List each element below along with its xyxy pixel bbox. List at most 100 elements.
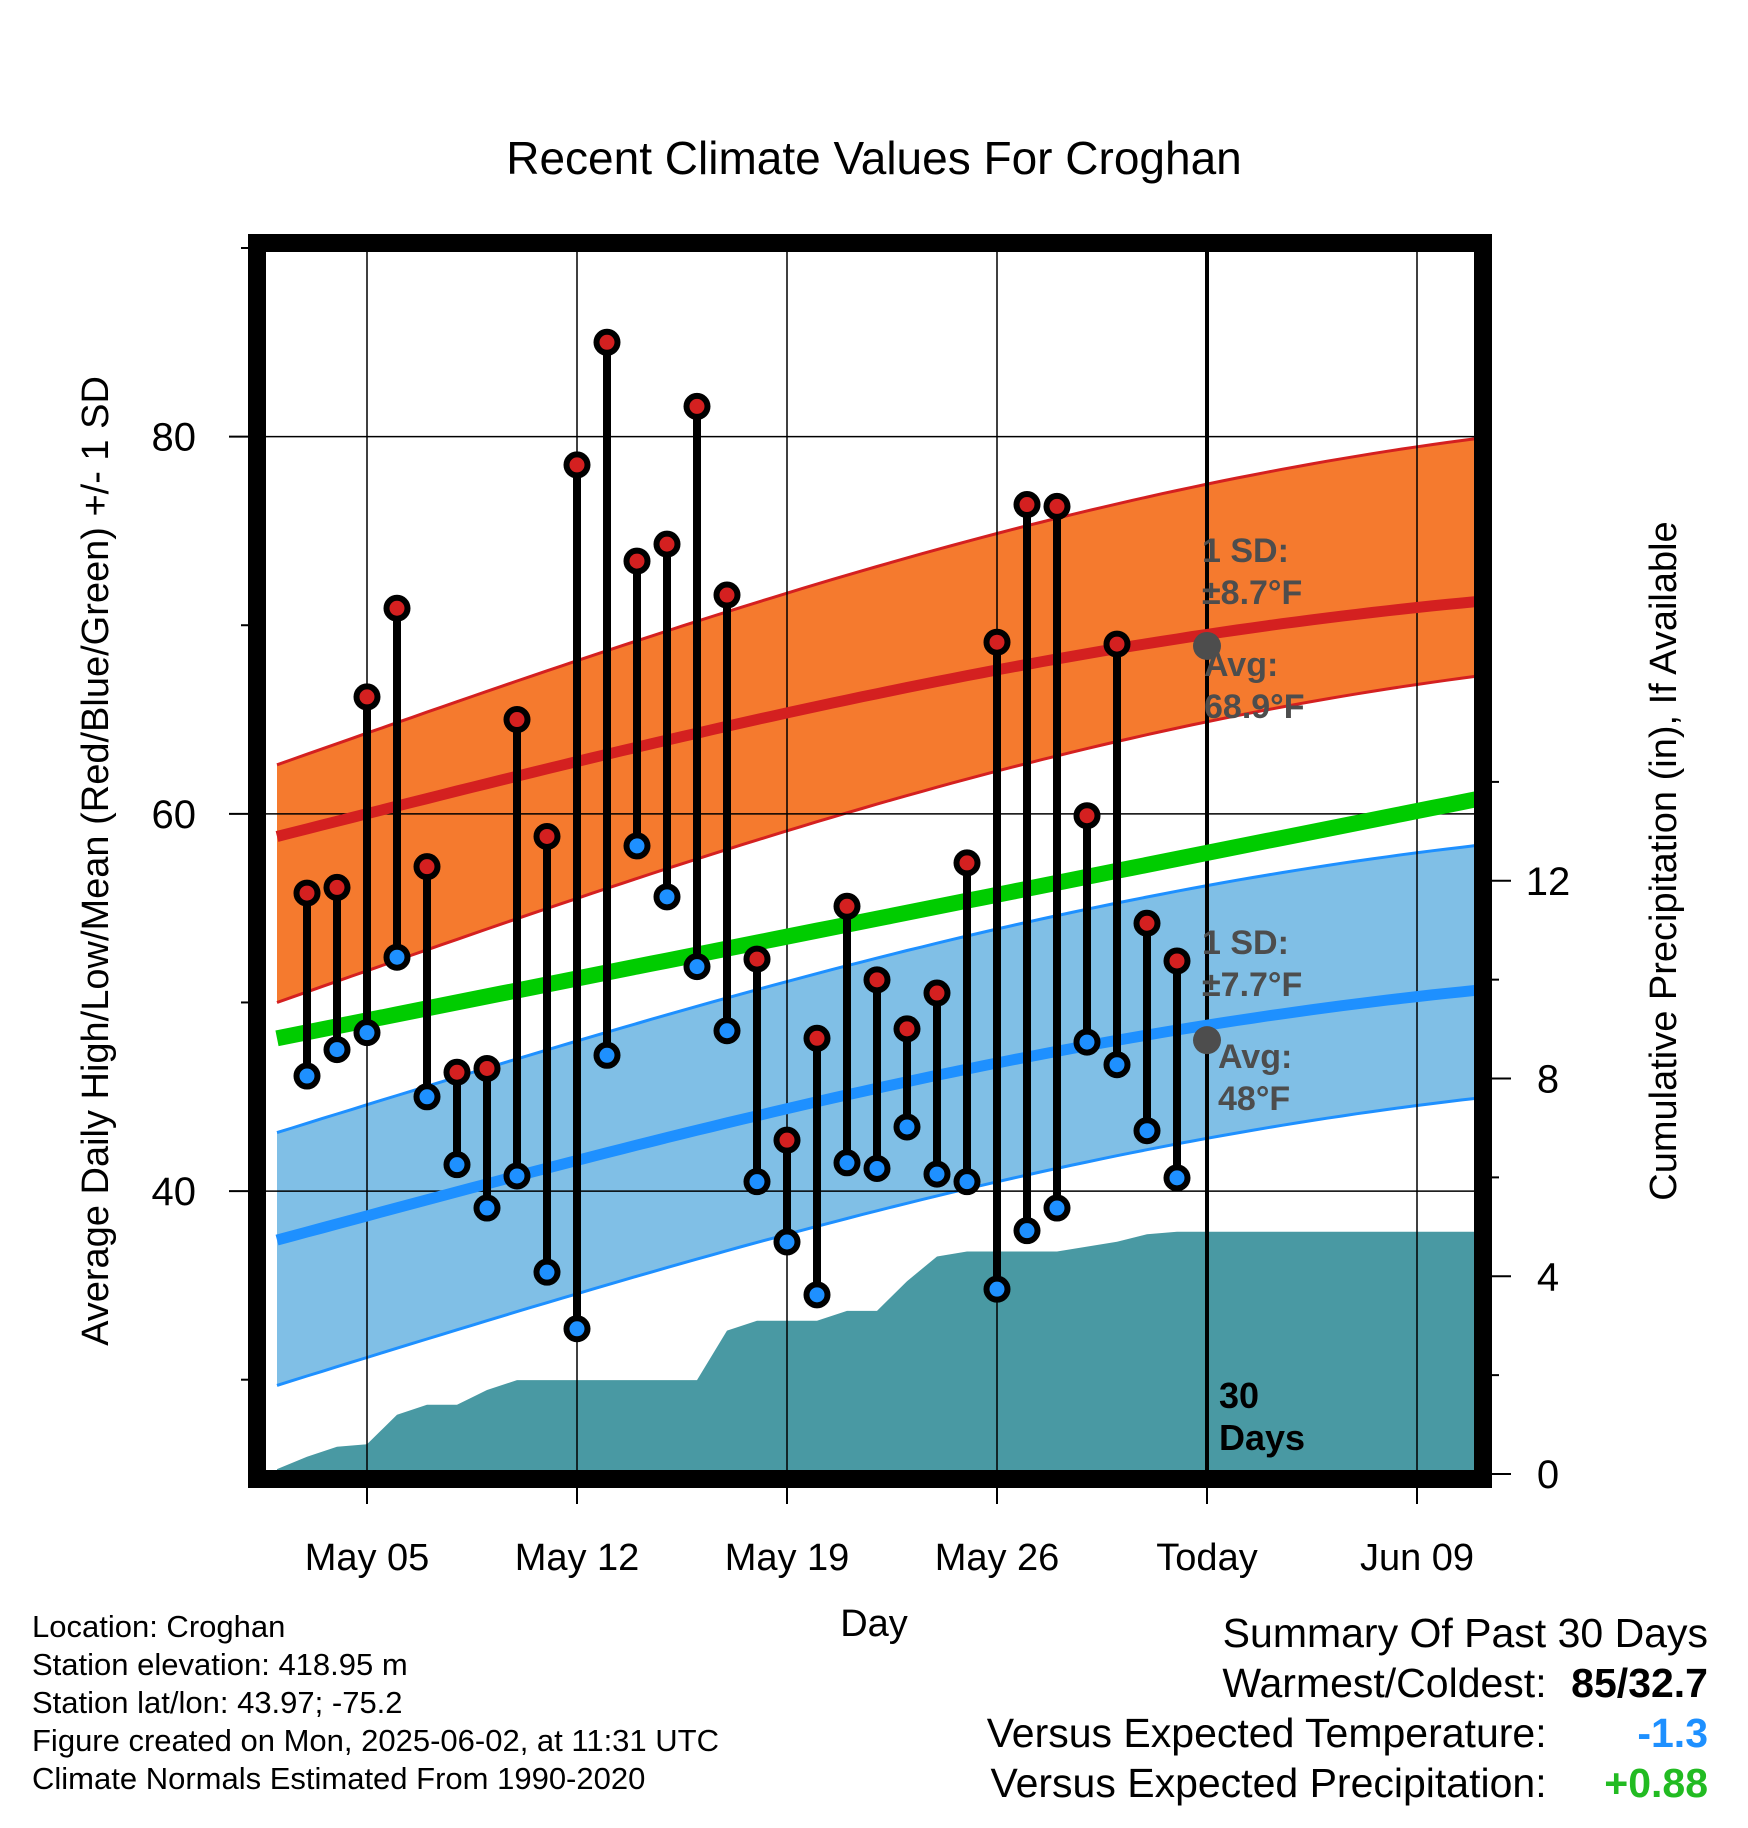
low-normal-line [275,984,1478,1246]
low-temp-point [1043,1194,1071,1222]
low-temp-point [623,832,651,860]
chart-title: Recent Climate Values For Croghan [506,132,1241,184]
low-temp-point [983,1275,1011,1303]
elevation-text: Station elevation: 418.95 m [32,1647,408,1682]
low-temp-point [953,1168,981,1196]
high-sd-upper-edge [276,436,1478,767]
created-text: Figure created on Mon, 2025-06-02, at 11… [32,1723,719,1758]
summary-warm-cold: Warmest/Coldest: 85/32.7 [987,1658,1708,1708]
precip-label: Versus Expected Precipitation: [990,1760,1547,1806]
low-avg-today-marker [1193,1026,1221,1055]
low-temp-point [503,1162,531,1190]
high-temp-point [1103,630,1131,658]
mean-normal-line [275,790,1478,1047]
high-temp-point [383,594,411,622]
high-temp-point [473,1054,501,1082]
low-temp-point [413,1083,441,1111]
high-temp-point [563,451,591,479]
summary-temperature: Versus Expected Temperature: -1.3 [987,1708,1708,1758]
low-temp-point [293,1062,321,1090]
high-sd-lower-edge [276,674,1478,1004]
low-sd-label: 1 SD: ±7.7°F [1202,924,1302,1004]
low-temp-point [1013,1217,1041,1245]
low-temp-point [443,1151,471,1179]
low-temp-point [743,1168,771,1196]
summary-precipitation: Versus Expected Precipitation: +0.88 [987,1758,1709,1808]
high-temp-point [623,547,651,575]
high-temp-point [893,1015,921,1043]
x-axis-label: Day [840,1603,908,1645]
low-sd-lower-edge [276,1096,1478,1387]
high-temp-point [653,530,681,558]
high-temp-point [683,392,711,420]
low-temp-point [353,1019,381,1047]
y-tick-label-left: 60 [152,793,197,837]
high-temp-point [773,1126,801,1154]
high-temp-point [413,853,441,881]
high-temp-point [863,966,891,994]
high-temp-point [983,628,1011,656]
low-temp-point [833,1149,861,1177]
days-window-label: 30 Days [1219,1375,1305,1458]
low-temp-point [863,1154,891,1182]
high-temp-point [1133,909,1161,937]
warmest-value: 85 [1571,1660,1617,1706]
station-info: Location: Croghan Station elevation: 418… [32,1608,719,1798]
low-temp-point [683,953,711,981]
normals-text: Climate Normals Estimated From 1990-2020 [32,1761,646,1796]
y-tick-label-right: 8 [1537,1058,1559,1102]
latlon-text: Station lat/lon: 43.97; -75.2 [32,1685,403,1720]
y-tick-label-left: 80 [152,416,197,460]
low-temp-point [1103,1051,1131,1079]
high-temp-point [443,1058,471,1086]
low-avg-label: Avg: 48°F [1218,1038,1292,1118]
low-temp-point [383,943,411,971]
high-temp-point [953,849,981,877]
y-tick-label-right: 0 [1537,1453,1559,1497]
high-temp-point [353,683,381,711]
summary-panel: Summary Of Past 30 Days Warmest/Coldest:… [987,1608,1708,1808]
low-temp-point [803,1281,831,1309]
low-temp-point [473,1194,501,1222]
low-temp-point [563,1315,591,1343]
coldest-value: 32.7 [1628,1660,1708,1706]
plot-frame [248,234,1492,1488]
high-temp-point [923,979,951,1007]
x-tick-label: Jun 09 [1360,1537,1474,1579]
y-tick-label-right: 4 [1537,1255,1559,1299]
low-temp-point [923,1160,951,1188]
low-temp-point [1073,1028,1101,1056]
location-text: Location: Croghan [32,1609,286,1644]
x-tick-label: May 12 [515,1537,640,1579]
high-normal-line [275,595,1478,842]
high-temp-point [593,328,621,356]
high-temp-point [1013,491,1041,519]
temp-label: Versus Expected Temperature: [986,1710,1547,1756]
x-tick-label: May 19 [725,1537,850,1579]
low-temp-point [893,1113,921,1141]
high-sd-label: 1 SD: ±8.7°F [1202,532,1302,612]
high-temp-point [323,873,351,901]
high-temp-point [503,706,531,734]
warm-cold-label: Warmest/Coldest: [1222,1660,1547,1706]
high-temp-point [743,945,771,973]
x-tick-label: Today [1156,1537,1257,1579]
summary-title: Summary Of Past 30 Days [1222,1610,1708,1656]
low-temp-point [533,1258,561,1286]
y-axis-label-right: Cumulative Precipitation (in), If Availa… [1643,521,1685,1200]
y-axis-label-left: Average Daily High/Low/Mean (Red/Blue/Gr… [75,376,117,1346]
y-tick-label-right: 12 [1526,860,1571,904]
low-temp-point [773,1228,801,1256]
high-temp-point [533,822,561,850]
high-temp-point [803,1024,831,1052]
high-temp-point [833,892,861,920]
x-tick-label: May 05 [305,1537,430,1579]
low-temp-point [1163,1164,1191,1192]
temp-value: -1.3 [1637,1710,1708,1756]
high-temp-point [1043,492,1071,520]
low-temp-point [653,883,681,911]
high-temp-point [293,879,321,907]
high-avg-today-marker [1193,631,1221,660]
low-temp-point [323,1036,351,1064]
